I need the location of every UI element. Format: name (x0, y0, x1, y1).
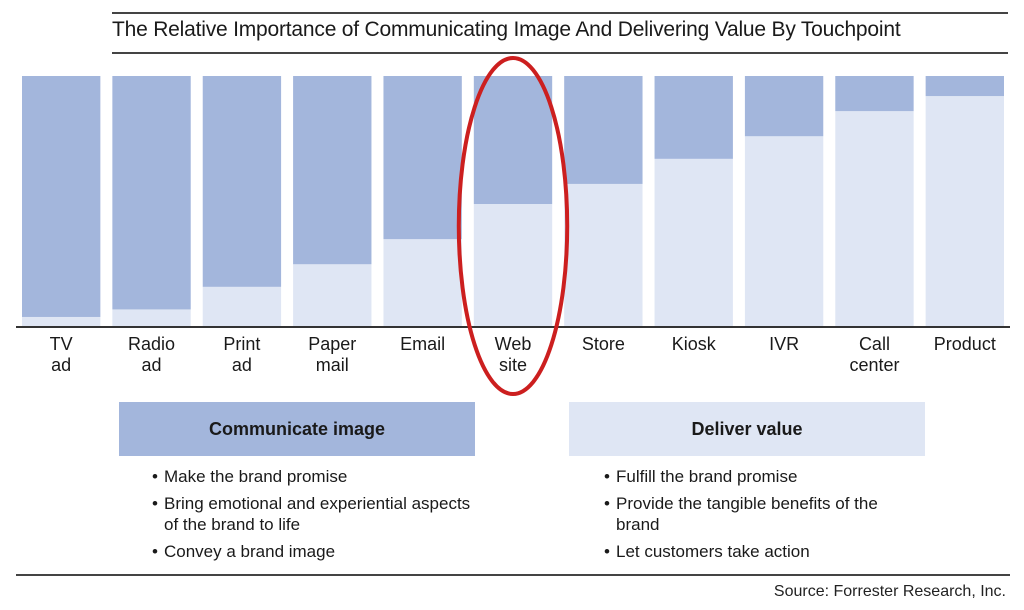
x-tick-label-line: Print (223, 334, 260, 354)
x-tick-label-line: Paper (308, 334, 356, 354)
bar-deliver-value (293, 264, 372, 327)
legend-communicate-label: Communicate image (208, 418, 386, 439)
bar-communicate-image (654, 76, 733, 159)
x-tick-label: Print ad (223, 334, 260, 375)
bar-deliver-value (383, 239, 462, 327)
bar-communicate-image (835, 76, 914, 112)
x-tick-label: Product (934, 334, 996, 354)
bar-deliver-value (202, 286, 282, 327)
legend-communicate-image: Communicate image (119, 402, 475, 456)
bar-deliver-value (654, 158, 733, 327)
bar-deliver-value (112, 309, 191, 327)
bar-communicate-image (744, 76, 824, 137)
bars-group (22, 76, 1004, 327)
x-tick-label-line: ad (142, 355, 162, 375)
x-tick-label-line: center (849, 355, 899, 375)
bar-deliver-value (744, 136, 824, 327)
title-rule-top (112, 12, 1008, 14)
title-rule-bottom (112, 52, 1008, 54)
bar-deliver-value (22, 316, 101, 327)
x-tick-label-line: Store (582, 334, 625, 354)
highlight-ellipse (456, 56, 570, 396)
bar-deliver-value (835, 111, 914, 327)
bar-deliver-value (473, 204, 553, 327)
bar-communicate-image (293, 76, 372, 265)
bar-communicate-image (22, 76, 101, 317)
x-tick-label-line: Web (495, 334, 532, 354)
x-tick-label: IVR (769, 334, 799, 354)
bar-deliver-value (925, 96, 1004, 327)
bullet-item: Fulfill the brand promise (604, 466, 924, 487)
bar-communicate-image (383, 76, 462, 240)
bullet-item: Bring emotional and experiential aspects… (152, 493, 472, 535)
bar-communicate-image (925, 76, 1004, 97)
x-tick-label-line: Product (934, 334, 996, 354)
x-tick-label: Radio ad (128, 334, 175, 375)
bullet-item: Provide the tangible benefits of the bra… (604, 493, 924, 535)
legend-deliver-label: Deliver value (691, 418, 803, 439)
chart-title: The Relative Importance of Communicating… (112, 18, 901, 41)
bullet-item: Convey a brand image (152, 541, 472, 562)
bullet-item: Let customers take action (604, 541, 924, 562)
legend-deliver-value: Deliver value (569, 402, 925, 456)
bar-communicate-image (202, 76, 282, 287)
bar-communicate-image (473, 76, 553, 205)
x-tick-label-line: Call (859, 334, 890, 354)
x-tick-label-line: Email (400, 334, 445, 354)
x-tick-label: Store (582, 334, 625, 354)
source-note: Source: Forrester Research, Inc. (773, 583, 1006, 600)
bullet-item: Make the brand promise (152, 466, 472, 487)
bar-deliver-value (564, 183, 643, 327)
x-tick-label: Kiosk (672, 334, 717, 354)
deliver-bullets: Fulfill the brand promise Provide the ta… (604, 466, 924, 568)
x-tick-label-line: Radio (128, 334, 175, 354)
bar-communicate-image (112, 76, 191, 310)
x-tick-label-line: mail (316, 355, 349, 375)
x-tick-label-line: IVR (769, 334, 799, 354)
x-tick-label-line: Kiosk (672, 334, 717, 354)
x-tick-label-line: ad (232, 355, 252, 375)
x-tick-label-line: ad (51, 355, 71, 375)
x-tick-label: Paper mail (308, 334, 356, 375)
communicate-bullets: Make the brand promise Bring emotional a… (152, 466, 472, 568)
x-tick-label-line: site (499, 355, 527, 375)
x-tick-label: Web site (495, 334, 532, 375)
x-tick-label: Email (400, 334, 445, 354)
bottom-rule (16, 574, 1010, 576)
x-tick-label: Call center (849, 334, 899, 375)
x-tick-label: TV ad (50, 334, 73, 375)
bar-communicate-image (564, 76, 643, 184)
x-tick-label-line: TV (50, 334, 73, 354)
